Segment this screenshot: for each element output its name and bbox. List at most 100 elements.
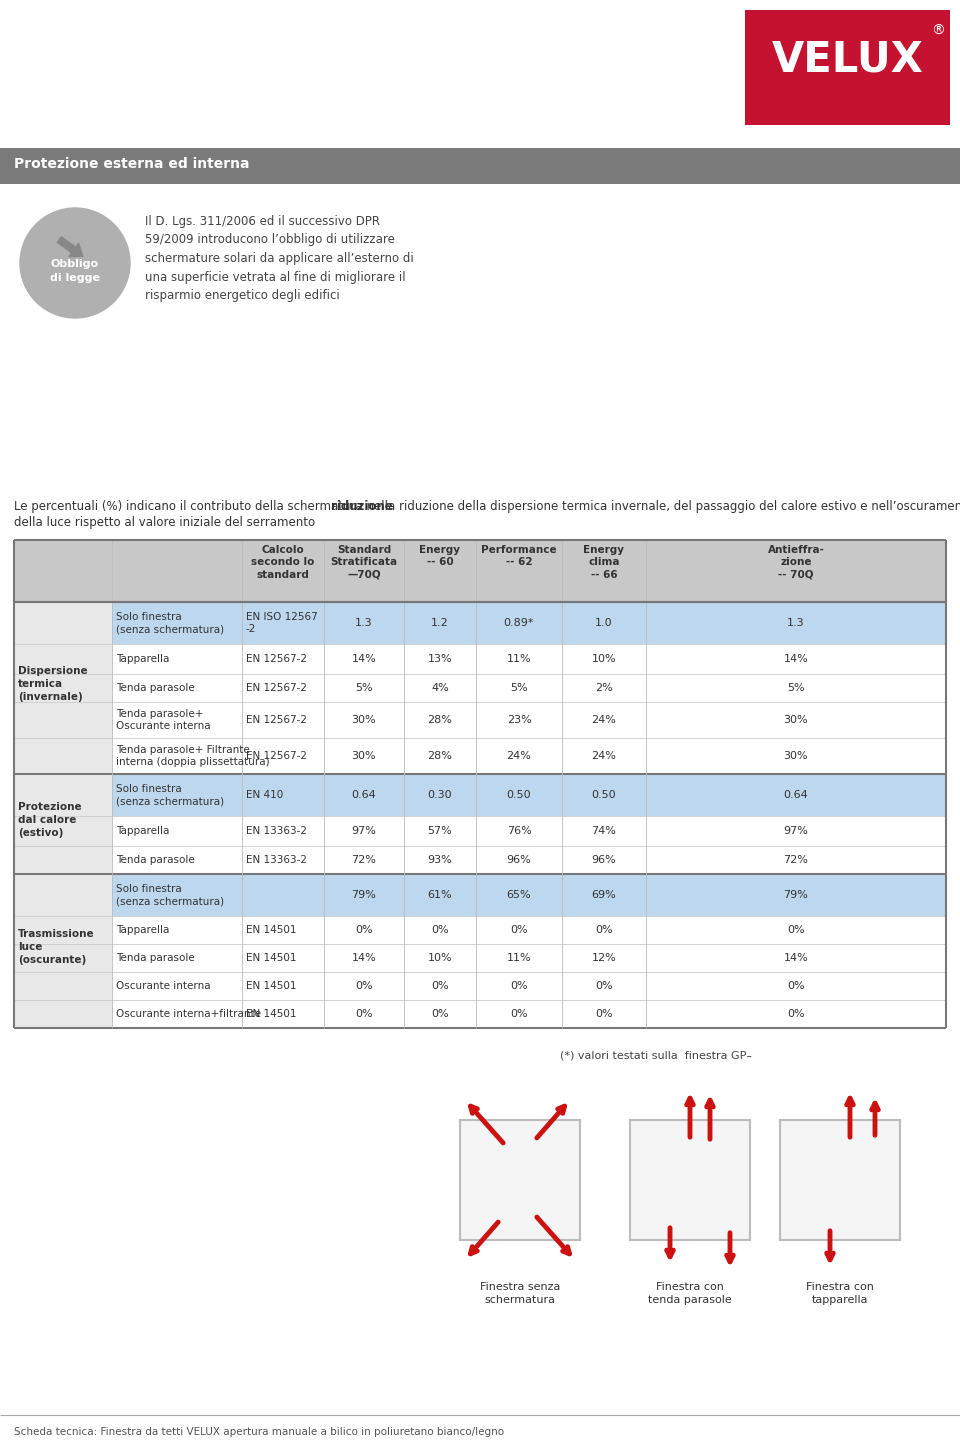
FancyBboxPatch shape (14, 539, 946, 602)
Text: 11%: 11% (507, 953, 531, 963)
Text: 10%: 10% (428, 953, 452, 963)
Text: ®: ® (931, 25, 945, 38)
Text: Tenda parasole: Tenda parasole (116, 683, 195, 693)
Text: Energy
-- 60: Energy -- 60 (420, 545, 461, 567)
Text: 24%: 24% (507, 750, 532, 761)
FancyBboxPatch shape (112, 873, 946, 915)
Text: 0.89*: 0.89* (504, 617, 535, 628)
Text: EN 12567-2: EN 12567-2 (246, 654, 307, 664)
Text: Antieffra-
zione
-- 70Q: Antieffra- zione -- 70Q (768, 545, 825, 580)
Text: 0%: 0% (431, 1009, 449, 1019)
Text: Oscurante interna: Oscurante interna (116, 980, 210, 991)
Text: EN 14501: EN 14501 (246, 1009, 297, 1019)
Text: VELUX: VELUX (772, 39, 924, 81)
Text: 0%: 0% (510, 980, 528, 991)
Text: 28%: 28% (427, 750, 452, 761)
Text: 79%: 79% (783, 889, 808, 899)
Text: 10%: 10% (591, 654, 616, 664)
Text: 0.64: 0.64 (351, 790, 376, 800)
Text: EN 410: EN 410 (246, 790, 283, 800)
FancyBboxPatch shape (112, 701, 946, 737)
Text: 0.50: 0.50 (591, 790, 616, 800)
Text: EN 12567-2: EN 12567-2 (246, 683, 307, 693)
Text: 0%: 0% (787, 980, 804, 991)
FancyBboxPatch shape (112, 915, 946, 944)
Text: Energy
clima
-- 66: Energy clima -- 66 (584, 545, 625, 580)
Text: Tapparella: Tapparella (116, 826, 169, 836)
FancyBboxPatch shape (112, 774, 946, 816)
FancyArrowPatch shape (58, 237, 83, 257)
Text: 13%: 13% (428, 654, 452, 664)
Text: 0%: 0% (431, 925, 449, 936)
Text: 30%: 30% (351, 714, 376, 724)
Text: Il D. Lgs. 311/2006 ed il successivo DPR
59/2009 introducono l’obbligo di utiliz: Il D. Lgs. 311/2006 ed il successivo DPR… (145, 215, 414, 302)
FancyBboxPatch shape (0, 147, 960, 184)
FancyBboxPatch shape (460, 1121, 580, 1241)
Text: Tapparella: Tapparella (116, 654, 169, 664)
Circle shape (20, 208, 130, 318)
Text: 14%: 14% (351, 953, 376, 963)
Text: 0%: 0% (355, 1009, 372, 1019)
Text: 0%: 0% (595, 980, 612, 991)
Text: 1.3: 1.3 (787, 617, 804, 628)
Text: 0%: 0% (787, 925, 804, 936)
Text: EN ISO 12567
-2: EN ISO 12567 -2 (246, 612, 318, 633)
Text: Tapparella: Tapparella (116, 925, 169, 936)
Text: 0%: 0% (355, 925, 372, 936)
Text: Le percentuali (%) indicano il contributo della schermatura nella riduzione dell: Le percentuali (%) indicano il contribut… (14, 500, 960, 513)
Text: Tenda parasole+
Oscurante interna: Tenda parasole+ Oscurante interna (116, 709, 210, 732)
Text: 79%: 79% (351, 889, 376, 899)
Text: Tenda parasole+ Filtrante
interna (doppia plissettatura): Tenda parasole+ Filtrante interna (doppi… (116, 745, 270, 766)
Text: della luce rispetto al valore iniziale del serramento: della luce rispetto al valore iniziale d… (14, 516, 315, 529)
Text: 14%: 14% (783, 654, 808, 664)
Text: EN 13363-2: EN 13363-2 (246, 826, 307, 836)
Text: 1.3: 1.3 (355, 617, 372, 628)
Text: EN 13363-2: EN 13363-2 (246, 855, 307, 865)
Text: 4%: 4% (431, 683, 449, 693)
Text: Dispersione
termica
(invernale): Dispersione termica (invernale) (18, 667, 87, 701)
Text: 5%: 5% (510, 683, 528, 693)
Text: 1.2: 1.2 (431, 617, 449, 628)
Text: 0%: 0% (595, 925, 612, 936)
Text: EN 14501: EN 14501 (246, 953, 297, 963)
Text: 0%: 0% (510, 925, 528, 936)
Text: Obbligo
di legge: Obbligo di legge (50, 259, 100, 282)
Text: 30%: 30% (783, 750, 808, 761)
Text: Calcolo
secondo lo
standard: Calcolo secondo lo standard (252, 545, 315, 580)
FancyBboxPatch shape (14, 602, 112, 774)
Text: Protezione esterna ed interna: Protezione esterna ed interna (14, 158, 250, 171)
Text: Oscurante interna+filtrante: Oscurante interna+filtrante (116, 1009, 261, 1019)
FancyBboxPatch shape (630, 1121, 750, 1241)
FancyBboxPatch shape (112, 602, 946, 643)
Text: EN 12567-2: EN 12567-2 (246, 750, 307, 761)
Text: 24%: 24% (591, 714, 616, 724)
Text: 30%: 30% (351, 750, 376, 761)
Text: (*) valori testati sulla  finestra GP–: (*) valori testati sulla finestra GP– (560, 1050, 752, 1060)
Text: 72%: 72% (783, 855, 808, 865)
Text: 74%: 74% (591, 826, 616, 836)
Text: 5%: 5% (355, 683, 372, 693)
Text: Tenda parasole: Tenda parasole (116, 855, 195, 865)
Text: Finestra senza
schermatura: Finestra senza schermatura (480, 1283, 561, 1306)
Text: 0%: 0% (355, 980, 372, 991)
Text: 57%: 57% (427, 826, 452, 836)
FancyBboxPatch shape (112, 737, 946, 774)
Text: Solo finestra
(senza schermatura): Solo finestra (senza schermatura) (116, 884, 224, 907)
Text: 14%: 14% (351, 654, 376, 664)
Text: 2%: 2% (595, 683, 612, 693)
Text: 11%: 11% (507, 654, 531, 664)
Text: EN 14501: EN 14501 (246, 980, 297, 991)
FancyBboxPatch shape (112, 1001, 946, 1028)
Text: 14%: 14% (783, 953, 808, 963)
FancyBboxPatch shape (780, 1121, 900, 1241)
FancyBboxPatch shape (14, 774, 112, 873)
Text: 1.0: 1.0 (595, 617, 612, 628)
Text: 0%: 0% (510, 1009, 528, 1019)
Text: 0.64: 0.64 (783, 790, 808, 800)
Text: 30%: 30% (783, 714, 808, 724)
Text: 5%: 5% (787, 683, 804, 693)
Text: Protezione
dal calore
(estivo): Protezione dal calore (estivo) (18, 803, 82, 837)
Text: 93%: 93% (427, 855, 452, 865)
Text: Solo finestra
(senza schermatura): Solo finestra (senza schermatura) (116, 612, 224, 633)
Text: Standard
Stratificata
—70Q: Standard Stratificata —70Q (330, 545, 397, 580)
